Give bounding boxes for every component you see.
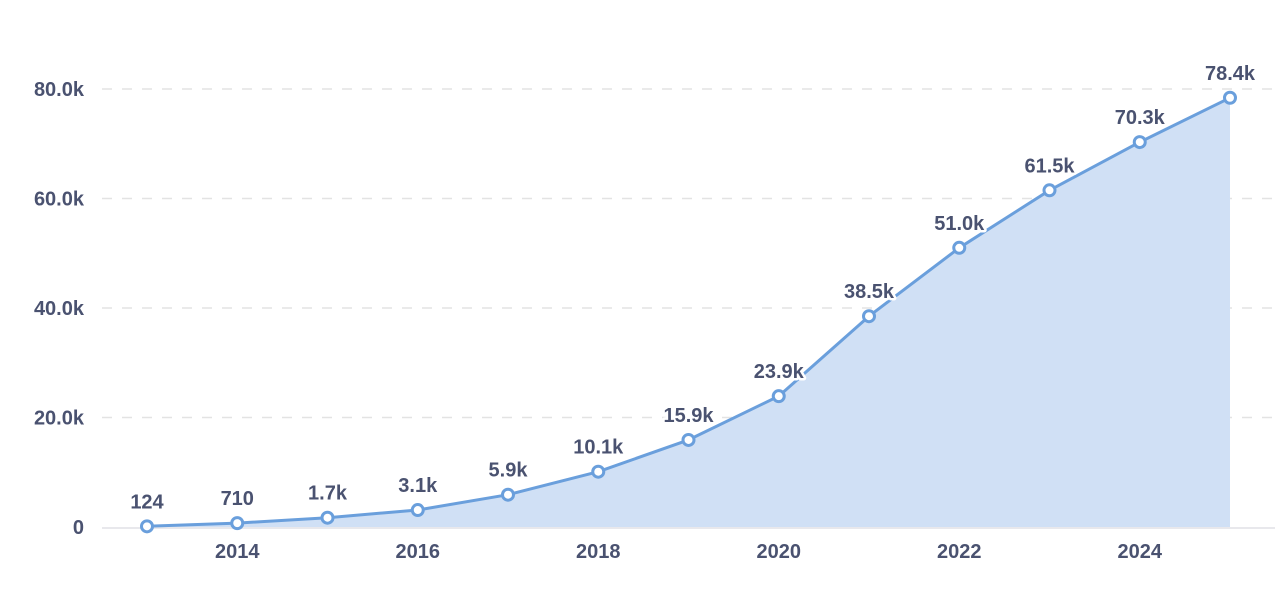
- y-tick-label: 20.0k: [34, 408, 85, 430]
- y-tick-label: 0: [73, 517, 84, 539]
- data-value-label: 23.9k: [754, 361, 805, 383]
- data-point-marker[interactable]: [1042, 183, 1057, 198]
- y-tick-label: 40.0k: [34, 298, 85, 320]
- data-point-marker[interactable]: [771, 389, 786, 404]
- data-value-label: 710: [221, 488, 254, 510]
- area-fill: [147, 97, 1230, 528]
- gridlines: [102, 88, 1275, 419]
- x-tick-label: 2020: [757, 541, 802, 563]
- data-value-label: 124: [130, 491, 164, 513]
- data-point-marker[interactable]: [140, 519, 154, 534]
- data-point-marker[interactable]: [501, 487, 515, 502]
- x-axis: 2014 2016 2018 2020 2022 2024: [215, 541, 1163, 563]
- data-point-marker[interactable]: [1223, 90, 1237, 105]
- x-tick-label: 2016: [396, 541, 441, 563]
- data-value-label: 70.3k: [1115, 107, 1166, 129]
- data-value-label: 10.1k: [573, 437, 624, 459]
- data-value-label: 51.0k: [934, 213, 985, 235]
- x-tick-label: 2014: [215, 541, 260, 563]
- data-markers: [140, 90, 1237, 534]
- data-value-label: 61.5k: [1024, 155, 1075, 177]
- y-tick-label: 60.0k: [34, 189, 85, 211]
- data-point-marker[interactable]: [681, 432, 696, 447]
- data-point-marker[interactable]: [1132, 135, 1147, 150]
- y-axis: 0 20.0k 40.0k 60.0k 80.0k: [34, 79, 85, 539]
- x-tick-label: 2024: [1118, 541, 1163, 563]
- data-value-label: 5.9k: [489, 460, 529, 482]
- data-point-marker[interactable]: [410, 503, 425, 518]
- data-value-label: 38.5k: [844, 281, 895, 303]
- data-point-marker[interactable]: [320, 510, 335, 525]
- x-tick-label: 2022: [937, 541, 982, 563]
- data-point-marker[interactable]: [952, 240, 967, 255]
- data-point-marker[interactable]: [591, 464, 606, 479]
- data-value-label: 78.4k: [1205, 63, 1256, 85]
- data-point-marker[interactable]: [862, 309, 876, 324]
- data-value-label: 15.9k: [663, 405, 714, 427]
- data-value-label: 3.1k: [398, 475, 438, 497]
- x-tick-label: 2018: [576, 541, 621, 563]
- y-tick-label: 80.0k: [34, 79, 85, 101]
- data-value-label: 1.7k: [308, 483, 348, 505]
- data-point-marker[interactable]: [230, 516, 245, 531]
- x-baseline: [102, 527, 1275, 529]
- data-labels: 124 710 1.7k 3.1k 5.9k 10.1k 15.9k 23.9k 38.5k 51…: [128, 60, 1259, 516]
